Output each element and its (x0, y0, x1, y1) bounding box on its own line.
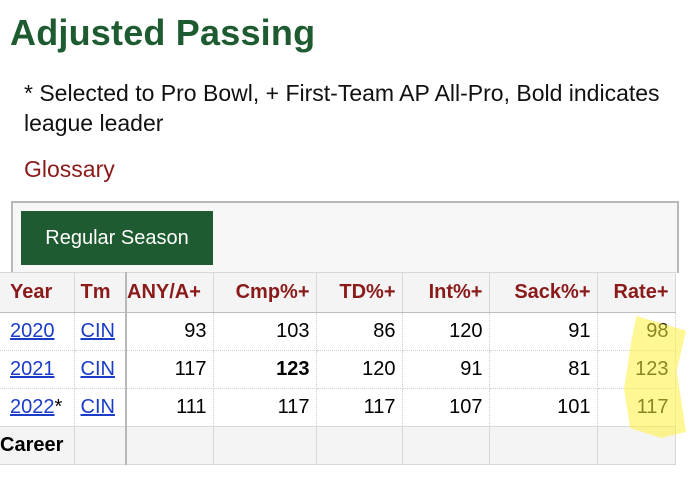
rate-cell: 98 (596, 312, 676, 351)
anya-cell: 93 (125, 312, 214, 351)
col-header-int[interactable]: Int%+ (401, 272, 490, 313)
team-cell: CIN (73, 350, 127, 389)
career-row: Career (0, 426, 676, 465)
career-cell (315, 426, 403, 465)
team-cell: CIN (73, 388, 127, 427)
col-header-td[interactable]: TD%+ (315, 272, 403, 313)
int-cell: 120 (401, 312, 490, 351)
col-header-year[interactable]: Year (0, 272, 75, 313)
career-cell (401, 426, 490, 465)
cmp-cell: 103 (212, 312, 317, 351)
col-header-rate[interactable]: Rate+ (596, 272, 676, 313)
cmp-cell-league-leader: 123 (212, 350, 317, 389)
cmp-cell: 117 (212, 388, 317, 427)
col-header-tm[interactable]: Tm (73, 272, 127, 313)
year-link[interactable]: 2020 (10, 320, 55, 342)
table-row: 2020 CIN 93 103 86 120 91 98 (0, 312, 676, 351)
anya-cell: 117 (125, 350, 214, 389)
career-cell (212, 426, 317, 465)
year-cell: 2022* (0, 388, 75, 427)
int-cell: 107 (401, 388, 490, 427)
year-cell: 2020 (0, 312, 75, 351)
team-cell: CIN (73, 312, 127, 351)
td-cell: 120 (315, 350, 403, 389)
col-header-sack[interactable]: Sack%+ (488, 272, 598, 313)
rate-cell: 117 (596, 388, 676, 427)
career-cell (73, 426, 127, 465)
page-title: Adjusted Passing (10, 12, 316, 53)
table-row: 2021 CIN 117 123 120 91 81 123 (0, 350, 676, 389)
career-label: Career (0, 426, 75, 465)
sack-cell: 81 (488, 350, 598, 389)
career-cell (488, 426, 598, 465)
year-cell: 2021 (0, 350, 75, 389)
int-cell: 91 (401, 350, 490, 389)
table-controls: Regular Season (11, 201, 679, 273)
td-cell: 86 (315, 312, 403, 351)
legend-note: * Selected to Pro Bowl, + First-Team AP … (24, 80, 660, 136)
year-link[interactable]: 2022 (10, 396, 55, 418)
career-cell (125, 426, 214, 465)
team-link[interactable]: CIN (80, 358, 115, 380)
regular-season-button[interactable]: Regular Season (21, 211, 213, 265)
sack-cell: 101 (488, 388, 598, 427)
adjusted-passing-table-container[interactable]: Year Tm ANY/A+ Cmp%+ TD%+ Int%+ Sack%+ R… (0, 272, 680, 468)
year-link[interactable]: 2021 (10, 358, 55, 380)
sack-cell: 91 (488, 312, 598, 351)
table-row: 2022* CIN 111 117 117 107 101 117 (0, 388, 676, 427)
glossary-link[interactable]: Glossary (24, 156, 115, 182)
col-header-cmp[interactable]: Cmp%+ (212, 272, 317, 313)
td-cell: 117 (315, 388, 403, 427)
pro-bowl-marker: * (54, 396, 63, 418)
anya-cell: 111 (125, 388, 214, 427)
table-header-row: Year Tm ANY/A+ Cmp%+ TD%+ Int%+ Sack%+ R… (0, 272, 676, 313)
col-header-anya[interactable]: ANY/A+ (125, 272, 214, 313)
team-link[interactable]: CIN (80, 320, 115, 342)
rate-cell: 123 (596, 350, 676, 389)
adjusted-passing-table: Year Tm ANY/A+ Cmp%+ TD%+ Int%+ Sack%+ R… (0, 272, 676, 465)
team-link[interactable]: CIN (80, 396, 115, 418)
career-cell (596, 426, 676, 465)
